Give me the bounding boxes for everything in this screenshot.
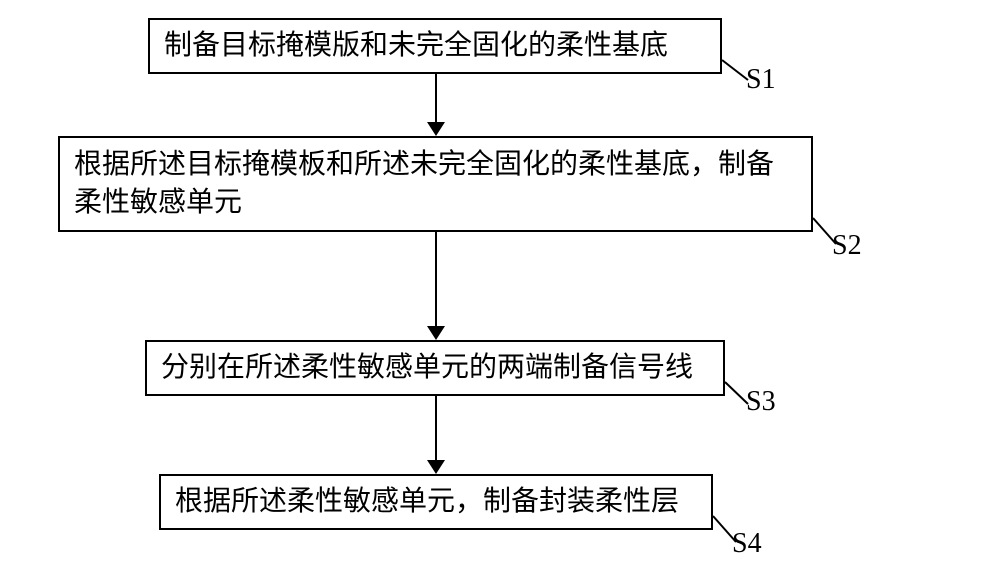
leader-4 [0, 0, 1000, 588]
